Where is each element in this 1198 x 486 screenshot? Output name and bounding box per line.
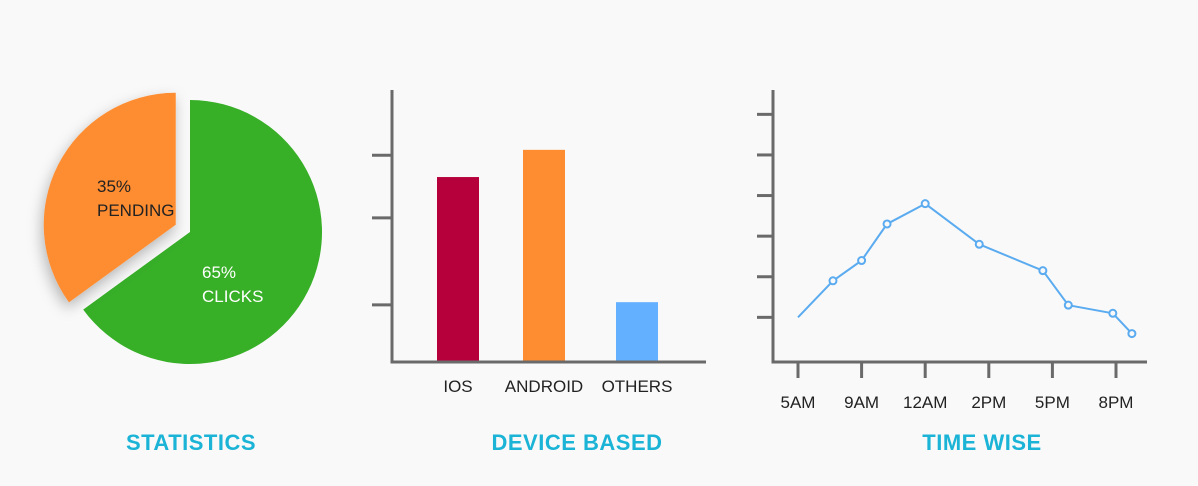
pie-label-pending-name: PENDING [97,201,174,220]
bar-others [616,302,658,361]
bar-ios [437,177,479,361]
pie-slice-pending [43,92,176,303]
line-x-tick-label: 12AM [903,393,947,412]
time-wise-title: TIME WISE [922,430,1042,455]
line-x-tick-label: 5PM [1035,393,1070,412]
time-wise-line-chart: 5AM 9AM 12AM 2PM 5PM 8PM [757,90,1147,412]
line-point [1063,300,1073,310]
line-point [920,199,930,209]
line-x-tick-label: 8PM [1099,393,1134,412]
line-point [828,276,838,286]
line-point [1127,329,1137,339]
device-based-title: DEVICE BASED [491,430,663,455]
line-point [857,256,867,266]
line-point [1108,308,1118,318]
statistics-pie-chart: 65% CLICKS 35% PENDING [43,92,322,364]
line-point [974,239,984,249]
pie-label-clicks-name: CLICKS [202,287,263,306]
bar-category-label: IOS [443,377,472,396]
time-series-line [797,202,1133,335]
pie-slice-clicks [83,100,322,364]
bar-category-label: ANDROID [505,377,583,396]
pie-label-pending-percent: 35% [97,177,131,196]
bar-android [523,149,565,361]
line-point [882,219,892,229]
line-x-tick-label: 5AM [781,393,816,412]
line-x-tick-label: 9AM [844,393,879,412]
bar-category-label: OTHERS [602,377,673,396]
line-point [1038,266,1048,276]
device-based-bar-chart: IOS ANDROID OTHERS [372,90,706,396]
pie-label-clicks-percent: 65% [202,263,236,282]
statistics-title: STATISTICS [125,430,257,455]
line-x-tick-label: 2PM [971,393,1006,412]
